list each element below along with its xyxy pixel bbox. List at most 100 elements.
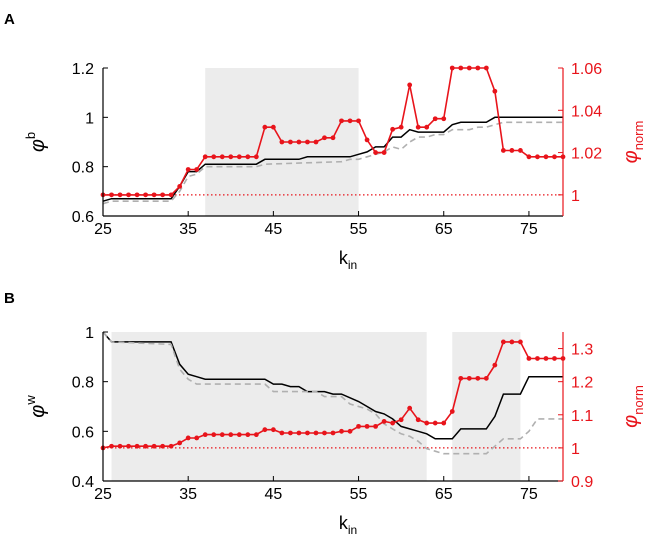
panel-b-norm-point — [194, 435, 200, 441]
panel-a-norm-point — [535, 154, 540, 160]
panel-a-y-left-tick-label: 1 — [85, 110, 94, 127]
panel-a-norm-point — [305, 139, 310, 145]
panel-a-norm-point — [143, 192, 148, 198]
panel-b-norm-point — [151, 443, 157, 449]
panel-b-norm-point — [381, 419, 387, 424]
panel-b-norm-point — [390, 420, 396, 426]
panel-b-y-left-tick-label: 0.6 — [72, 424, 94, 441]
panel-a-norm-point — [185, 167, 191, 172]
panel-a-norm-point — [526, 154, 532, 160]
panel-a-y-right-axis-label: φnorm — [620, 121, 646, 164]
panel-b-y-left-tick-label: 0.4 — [72, 474, 94, 491]
panel-a-x-tick-label: 65 — [435, 221, 453, 238]
panel-b-x-tick-label: 45 — [264, 486, 282, 503]
panel-b-y-right-tick-label: 1.1 — [571, 408, 593, 425]
panel-b-norm-point — [407, 405, 413, 411]
panel-a-norm-point — [492, 88, 498, 94]
panel-b-norm-point — [483, 375, 489, 381]
panel-b-norm-point — [126, 443, 131, 449]
panel-a-y-left-axis-label: φb — [23, 132, 49, 152]
panel-b-label: B — [4, 290, 15, 307]
panel-b-norm-point — [228, 432, 234, 438]
panel-b-dashed-series-line — [102, 331, 563, 455]
panel-a-norm-point — [262, 124, 268, 130]
panel-a-norm-point — [518, 148, 523, 153]
panel-b-norm-point — [364, 423, 370, 429]
panel-b-norm-point — [500, 339, 506, 345]
panel-b-norm-point — [526, 356, 532, 361]
panel-b-norm-point — [458, 375, 464, 381]
panel-b-norm-point — [509, 339, 515, 345]
panel-b-norm-point — [305, 430, 310, 436]
panel-a-norm-point — [441, 116, 447, 122]
panel-b-norm-point — [279, 430, 285, 436]
panel-a-norm-point — [219, 154, 225, 160]
panel-b-x-tick-label: 55 — [350, 486, 368, 503]
panel-a-norm-point — [356, 118, 361, 124]
panel-a-norm-point — [253, 154, 259, 160]
panel-a-norm-point — [211, 154, 217, 160]
panel-a-y-right-tick-label: 1.02 — [571, 146, 602, 163]
panel-b-norm-point — [211, 432, 217, 438]
panel-a-norm-point — [432, 116, 438, 122]
panel-a-solid-series-line — [102, 116, 563, 202]
panel-b-y-left-tick-label: 0.8 — [72, 375, 94, 392]
panel-b-norm-point — [313, 430, 319, 436]
panel-a-norm-point — [109, 192, 114, 198]
panel-b-norm-point — [270, 427, 276, 433]
panel-b-norm-point — [288, 430, 293, 436]
panel-a-y-left-tick-label: 0.8 — [72, 160, 94, 177]
panel-b-norm-point — [245, 432, 251, 438]
panel-a: 25 35 45 55 65 75 0.6 0.8 1 1.2 1 1.02 1.04 1.06 kin φb… — [23, 61, 646, 272]
panel-a-y-left-tick-label: 1.2 — [72, 61, 94, 78]
panel-b-y-right-axis-label: φnorm — [620, 385, 646, 428]
panel-a-norm-point — [117, 192, 123, 198]
panel-b-norm-point — [236, 432, 242, 438]
panel-a-norm-point — [134, 192, 140, 198]
panel-a-norm-point — [313, 139, 319, 145]
panel-b-x-tick-label: 25 — [94, 486, 112, 503]
panel-b: 25 35 45 55 65 75 0.4 0.6 0.8 1 0.9 1 1.1 1.2 1.3 kin φw… — [23, 325, 646, 537]
panel-a-norm-point — [279, 139, 285, 145]
panel-b-norm-point — [415, 417, 421, 423]
panel-a-norm-point — [202, 154, 208, 160]
panel-a-norm-point — [390, 126, 396, 132]
panel-b-norm-point — [253, 432, 259, 438]
panel-a-norm-point — [449, 65, 455, 71]
panel-b-x-tick-label: 35 — [179, 486, 197, 503]
panel-a-norm-point — [126, 192, 131, 198]
panel-a-norm-point — [458, 65, 464, 71]
panel-a-y-right-tick-label: 1 — [571, 188, 580, 205]
panel-a-norm-point — [160, 192, 166, 198]
panel-b-norm-point — [296, 430, 302, 436]
panel-b-norm-point — [356, 423, 361, 429]
panel-b-shaded-region-1 — [111, 332, 427, 481]
panel-b-solid-series-line — [102, 331, 563, 440]
panel-a-norm-point — [236, 154, 242, 160]
panel-a-norm-point — [288, 139, 293, 145]
panel-b-x-tick-label: 75 — [520, 486, 538, 503]
panel-b-y-right-tick-label: 1 — [571, 441, 580, 458]
panel-a-norm-point — [424, 124, 430, 130]
panel-b-norm-point — [117, 443, 123, 449]
panel-b-norm-point — [492, 362, 498, 368]
panel-a-x-tick-label: 55 — [350, 221, 368, 238]
panel-b-norm-point — [168, 443, 174, 449]
panel-b-norm-point — [143, 443, 148, 449]
panel-b-norm-point — [543, 356, 549, 361]
panel-a-label: A — [4, 11, 15, 28]
panel-b-norm-point — [347, 428, 353, 434]
panel-a-norm-point — [415, 124, 421, 130]
panel-b-norm-point — [441, 420, 447, 426]
panel-a-norm-point — [398, 124, 404, 130]
panel-b-norm-point — [466, 375, 472, 381]
panel-a-norm-point — [373, 150, 378, 155]
panel-b-norm-point — [475, 375, 481, 381]
panel-b-norm-point — [449, 409, 455, 414]
panel-a-norm-point — [296, 139, 302, 145]
panel-b-norm-point — [185, 435, 191, 441]
panel-b-y-left-tick-label: 1 — [85, 325, 94, 342]
panel-a-y-right-tick-label: 1.04 — [571, 103, 602, 120]
panel-a-norm-point — [347, 118, 353, 124]
panel-a-norm-point — [407, 82, 413, 88]
